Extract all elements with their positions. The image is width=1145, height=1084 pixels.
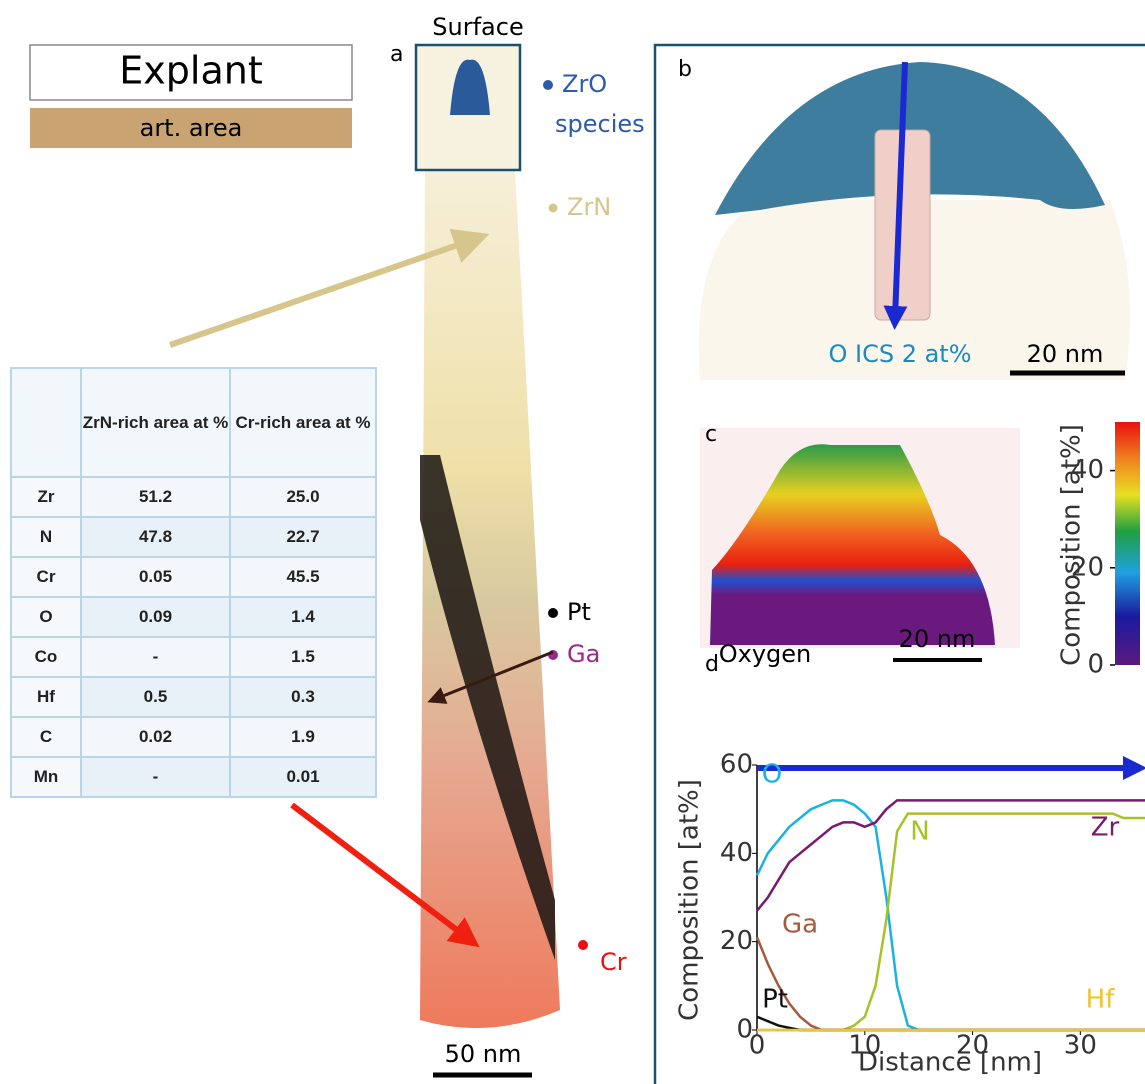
figure: Explant art. area a Surface ZrO species … <box>0 0 1145 1084</box>
title: Explant <box>119 49 262 93</box>
element-cell: Mn <box>11 757 81 797</box>
dot <box>578 940 588 950</box>
colorbar-tick-label: 40 <box>1071 455 1104 485</box>
colorbar-tick-label: 0 <box>1087 650 1104 680</box>
species-label: ZrN <box>567 193 611 221</box>
series-label: Pt <box>762 985 788 1015</box>
species-label: Ga <box>567 640 600 668</box>
x-tick-label: 0 <box>749 1031 766 1061</box>
value-cell: 0.3 <box>230 677 376 717</box>
value-cell: 0.05 <box>81 557 230 597</box>
value-cell: 25.0 <box>230 477 376 517</box>
value-cell: 0.01 <box>230 757 376 797</box>
x-axis-title: Distance [nm] <box>858 1048 1042 1078</box>
subtitle: art. area <box>140 114 243 142</box>
value-cell: 45.5 <box>230 557 376 597</box>
series-line <box>757 800 1145 910</box>
column-header: ZrN-rich area at % <box>81 368 230 477</box>
element-cell: Hf <box>11 677 81 717</box>
column-header: Cr-rich area at % <box>230 368 376 477</box>
y-tick-label: 40 <box>720 838 753 868</box>
species-label: Cr <box>600 948 627 976</box>
dot <box>548 608 558 618</box>
series-label: N <box>910 817 929 847</box>
species-label: ZrO <box>562 70 607 98</box>
y-axis-title: Composition [at%] <box>675 779 705 1021</box>
value-cell: 0.02 <box>81 717 230 757</box>
species-label: species <box>555 110 645 138</box>
series-label: Hf <box>1086 985 1116 1015</box>
value-cell: 0.09 <box>81 597 230 637</box>
surface-label: Surface <box>432 13 523 41</box>
header-row: ZrN-rich area at % Cr-rich area at % <box>11 368 376 477</box>
panel-letter: d <box>705 652 719 677</box>
species-label: Pt <box>567 598 591 626</box>
table-row: Co-1.5 <box>11 637 376 677</box>
series-label: Ga <box>782 910 818 940</box>
dot <box>549 204 558 213</box>
panel-letter: b <box>678 57 692 82</box>
value-cell: 0.5 <box>81 677 230 717</box>
colorbar <box>1115 422 1140 665</box>
element-cell: O <box>11 597 81 637</box>
scale-label: 50 nm <box>445 1040 522 1068</box>
value-cell: 51.2 <box>81 477 230 517</box>
y-tick-label: 20 <box>720 926 753 956</box>
scale-label: 20 nm <box>1027 340 1104 368</box>
scale-label: 20 nm <box>899 625 976 653</box>
x-tick-label: 30 <box>1064 1031 1097 1061</box>
element-cell: Zr <box>11 477 81 517</box>
value-cell: 1.4 <box>230 597 376 637</box>
value-cell: - <box>81 757 230 797</box>
element-cell: C <box>11 717 81 757</box>
element-cell: Cr <box>11 557 81 597</box>
value-cell: 22.7 <box>230 517 376 557</box>
value-cell: - <box>81 637 230 677</box>
corner-cell <box>11 368 81 477</box>
x-tick-label: 20 <box>956 1031 989 1061</box>
value-cell: 47.8 <box>81 517 230 557</box>
series-label: O <box>762 760 782 790</box>
panel-letter: a <box>390 42 403 67</box>
iso-label: O ICS 2 at% <box>828 340 971 368</box>
element-cell: N <box>11 517 81 557</box>
map-label: Oxygen <box>719 640 812 668</box>
y-tick-label: 60 <box>720 750 753 780</box>
colorbar-tick-label: 20 <box>1071 552 1104 582</box>
value-cell: 1.5 <box>230 637 376 677</box>
value-cell: 1.9 <box>230 717 376 757</box>
x-tick-label: 10 <box>848 1031 881 1061</box>
table-row: Mn-0.01 <box>11 757 376 797</box>
element-cell: Co <box>11 637 81 677</box>
dot <box>543 80 553 90</box>
series-label: Zr <box>1091 813 1120 843</box>
panel-letter: c <box>705 422 717 447</box>
